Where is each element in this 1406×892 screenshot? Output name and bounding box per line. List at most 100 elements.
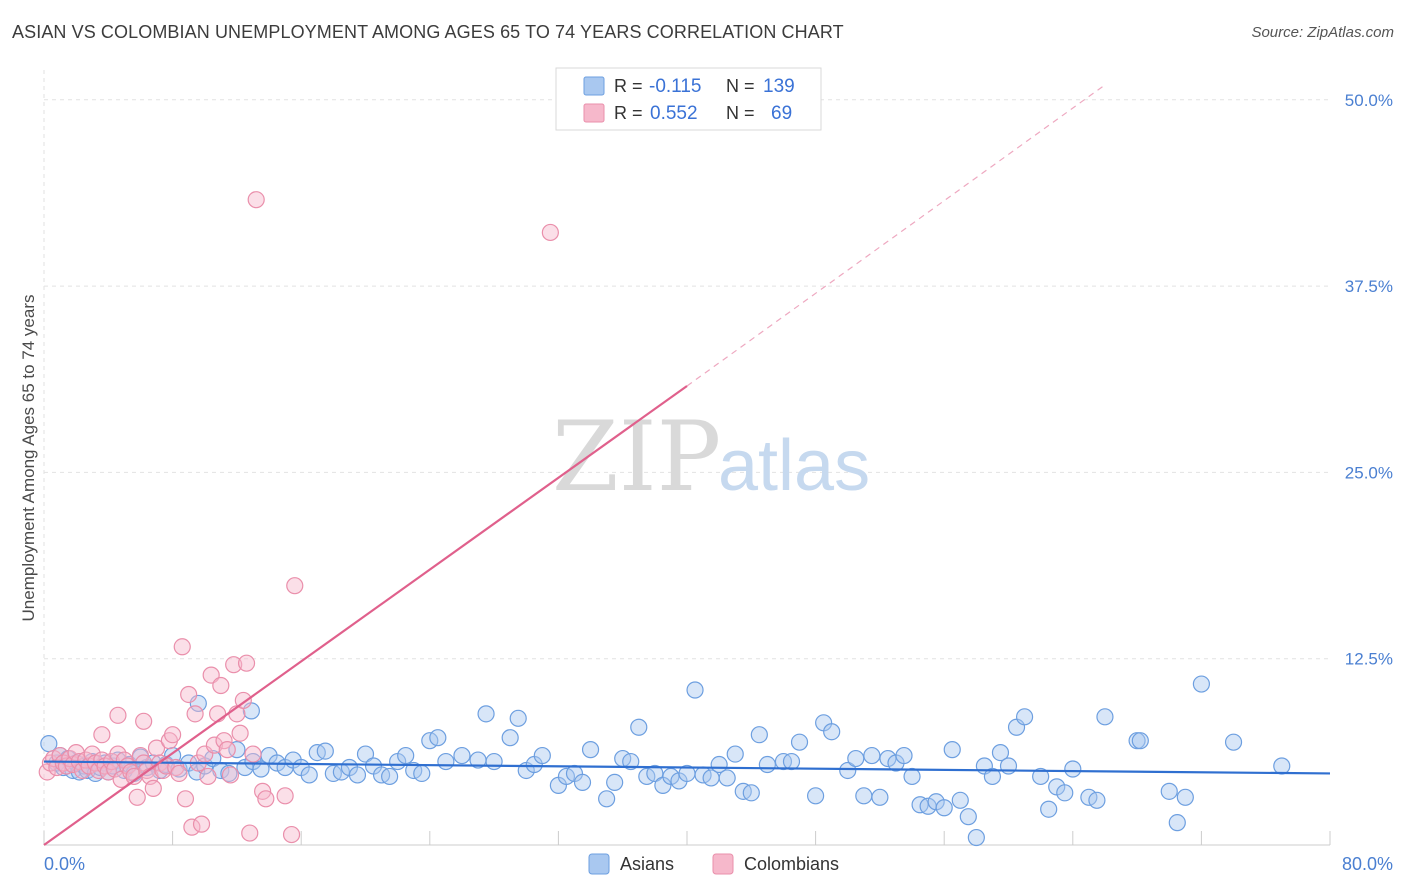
asian-point [895,746,913,765]
legend-n-label-1: N = [726,76,755,96]
colombian-point [212,676,230,695]
x-tick-label-max: 80.0% [1342,854,1393,874]
colombian-point [186,705,204,723]
asian-point [316,742,334,760]
asian-point [228,741,246,759]
asian-point [871,788,889,806]
asian-point [1273,757,1291,775]
colombian-point [276,787,294,805]
asian-point [1096,708,1114,726]
asian-point [967,828,985,847]
asian-point [1015,708,1034,726]
colombian-trend-line [43,385,688,846]
asian-point [501,729,519,747]
colombian-point [218,741,236,759]
colombian-point [541,223,559,242]
asian-point [1040,800,1058,818]
asian-point [726,745,744,763]
colombian-point [225,656,243,674]
colombian-point [170,764,188,783]
asian-point [782,752,801,771]
colombian-point [180,685,198,704]
asian-point [718,769,736,787]
asian-point [903,767,921,786]
legend-r-label-1: R = [614,76,643,96]
asian-point [983,767,1002,786]
legend-n-value-2: 69 [771,103,792,124]
asian-point [453,746,471,765]
asian-point [397,746,415,765]
asian-point [509,709,527,727]
colombian-point [173,638,191,656]
x-ticks [43,831,1331,845]
asian-point [300,766,318,784]
asian-point [381,767,399,786]
asian-point [1056,784,1074,802]
colombian-point [241,824,259,842]
colombian-point [282,825,301,844]
colombian-point [183,818,201,836]
colombian-trend-extension [686,84,1106,387]
asian-point [581,741,600,759]
y-tick-label: 12.5% [1345,650,1393,669]
colombian-point [199,767,217,786]
asian-point [1192,675,1211,693]
asian-point [823,723,841,741]
asian-point [622,752,640,771]
asian-point [742,784,760,802]
legend-n-label-2: N = [726,103,755,123]
asian-point [1131,732,1149,750]
asian-point [630,718,648,736]
legend-swatch-asians [583,76,605,96]
colombian-point [205,736,223,754]
asian-point [437,752,455,771]
asian-point [879,749,897,768]
asian-point [485,752,503,771]
asian-point [646,764,664,783]
asian-point [1176,788,1194,806]
legend-item-colombians: Colombians [744,854,839,874]
asian-point [806,787,825,805]
y-tick-label: 50.0% [1345,91,1393,110]
asian-point [839,761,857,780]
legend-r-value-1: -0.115 [649,76,701,97]
legend-item-asians: Asians [620,854,674,874]
trend-lines [43,84,1331,846]
watermark-zip: ZIP [552,401,721,513]
y-tick-labels: 12.5% 25.0% 37.5% 50.0% [1345,91,1393,669]
colombian-point [128,788,146,806]
legend-item-asians-swatch [588,853,610,875]
asian-point [855,787,873,805]
asian-point [477,705,495,723]
asian-point [1032,767,1050,786]
asian-point [935,799,953,817]
legend-r-value-2: 0.552 [650,103,698,124]
asian-point [1088,791,1106,809]
asian-point [598,790,616,808]
asian-point [1160,782,1178,800]
colombian-point [221,766,240,784]
colombian-point [135,712,153,730]
asian-point [606,773,624,792]
asian-point [1168,814,1186,832]
x-tick-label-min: 0.0% [44,854,85,874]
series-legend: Asians Colombians [588,853,839,875]
colombian-point [164,726,182,744]
asian-point [863,746,881,765]
asian-point [943,741,961,759]
legend-n-value-1: 139 [763,76,795,97]
asian-point [573,773,592,792]
asian-point [1064,760,1082,778]
colombian-point [93,726,111,744]
asian-point [790,733,809,751]
asian-point [686,681,704,699]
colombian-point [209,705,227,723]
asian-point [991,743,1010,762]
colombian-point [247,191,265,209]
asian-point [847,749,865,768]
colombian-point [109,706,127,724]
asian-point [951,791,969,809]
asian-point [1224,733,1243,751]
y-tick-label: 25.0% [1345,463,1393,482]
